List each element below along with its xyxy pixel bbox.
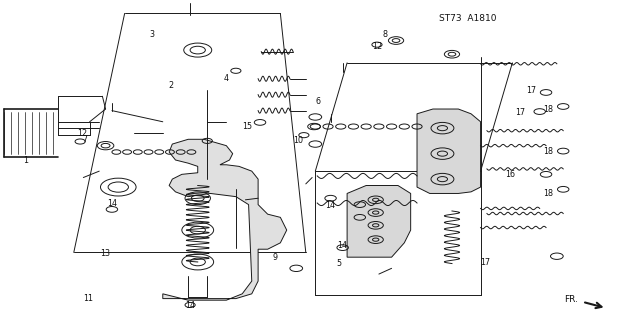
Text: 8: 8 — [383, 30, 388, 39]
Text: 14: 14 — [338, 241, 348, 250]
Text: 3: 3 — [150, 30, 154, 39]
Text: 17: 17 — [515, 108, 526, 117]
Text: 9: 9 — [273, 253, 278, 262]
Text: 5: 5 — [336, 259, 341, 268]
Text: 6: 6 — [315, 97, 320, 106]
Text: 7: 7 — [82, 135, 87, 144]
Text: 18: 18 — [543, 147, 554, 156]
Text: 17: 17 — [526, 86, 536, 95]
Text: FR.: FR. — [564, 295, 578, 304]
Text: 14: 14 — [326, 201, 336, 210]
Text: 1: 1 — [24, 156, 29, 164]
Text: 14: 14 — [107, 198, 117, 207]
Text: 11: 11 — [83, 294, 94, 303]
Polygon shape — [163, 139, 287, 300]
Text: 16: 16 — [505, 170, 515, 179]
Polygon shape — [347, 186, 411, 257]
Text: 17: 17 — [480, 258, 490, 267]
Polygon shape — [417, 109, 480, 194]
Text: 10: 10 — [293, 136, 303, 145]
Text: 15: 15 — [242, 122, 252, 131]
Text: 18: 18 — [543, 189, 554, 198]
Text: 12: 12 — [77, 129, 87, 138]
Text: 12: 12 — [372, 42, 382, 52]
Text: 13: 13 — [101, 250, 111, 259]
Text: 2: 2 — [168, 81, 174, 90]
Text: 18: 18 — [543, 105, 554, 114]
Text: 4: 4 — [224, 74, 229, 83]
Text: 14: 14 — [185, 301, 195, 310]
Text: ST73  A1810: ST73 A1810 — [439, 14, 497, 23]
